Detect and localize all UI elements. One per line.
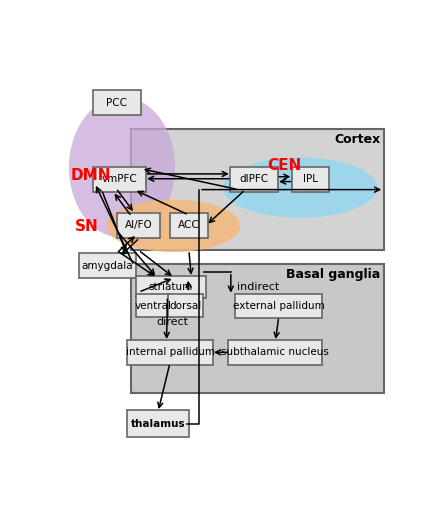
FancyBboxPatch shape [93, 90, 141, 115]
Text: direct: direct [156, 316, 188, 326]
FancyBboxPatch shape [292, 167, 329, 191]
Text: dorsal: dorsal [169, 301, 201, 311]
Text: SN: SN [75, 219, 99, 234]
Text: thalamus: thalamus [131, 418, 185, 428]
FancyBboxPatch shape [131, 264, 384, 393]
FancyBboxPatch shape [131, 129, 384, 250]
Text: Cortex: Cortex [335, 133, 381, 146]
Text: striatum: striatum [149, 282, 193, 292]
Text: vmPFC: vmPFC [102, 174, 137, 184]
Text: CEN: CEN [268, 158, 302, 173]
Ellipse shape [223, 157, 377, 218]
Text: indirect: indirect [237, 282, 279, 292]
Text: amygdala: amygdala [82, 261, 133, 271]
Text: PCC: PCC [107, 98, 127, 108]
Text: dlPFC: dlPFC [240, 174, 268, 184]
FancyBboxPatch shape [127, 410, 189, 437]
FancyBboxPatch shape [117, 213, 160, 238]
FancyBboxPatch shape [228, 340, 323, 365]
FancyBboxPatch shape [136, 276, 206, 298]
Text: external pallidum: external pallidum [233, 301, 324, 311]
Text: subthalamic nucleus: subthalamic nucleus [221, 347, 329, 357]
Text: ventral: ventral [135, 301, 172, 311]
Text: DMN: DMN [71, 168, 111, 183]
Text: Basal ganglia: Basal ganglia [286, 268, 381, 281]
FancyBboxPatch shape [127, 340, 213, 365]
FancyBboxPatch shape [170, 213, 208, 238]
FancyBboxPatch shape [235, 293, 323, 319]
FancyBboxPatch shape [230, 167, 278, 191]
Text: internal pallidum: internal pallidum [126, 347, 214, 357]
Text: AI/FO: AI/FO [125, 221, 152, 231]
Text: IPL: IPL [303, 174, 318, 184]
FancyBboxPatch shape [136, 294, 171, 317]
FancyBboxPatch shape [79, 253, 136, 278]
Ellipse shape [69, 97, 175, 238]
Text: ACC: ACC [178, 221, 200, 231]
FancyBboxPatch shape [93, 167, 146, 191]
FancyBboxPatch shape [168, 294, 202, 317]
Ellipse shape [107, 200, 240, 252]
